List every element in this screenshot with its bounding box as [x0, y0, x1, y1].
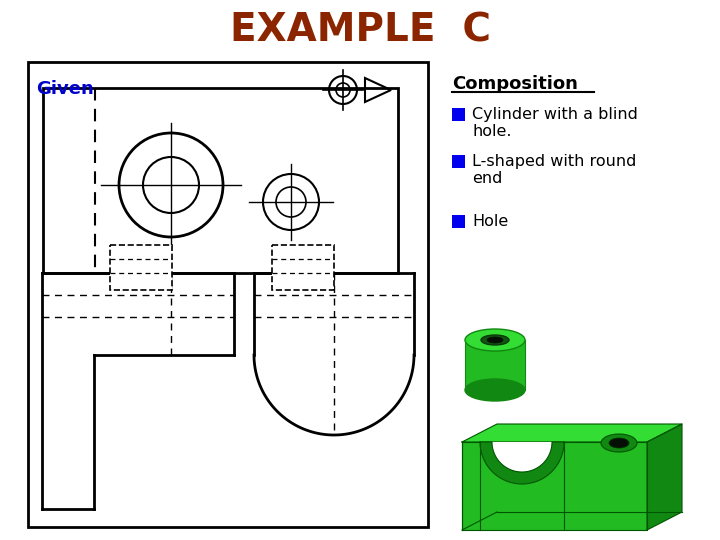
- Ellipse shape: [487, 337, 503, 343]
- Polygon shape: [480, 442, 564, 472]
- Bar: [110, 245, 172, 290]
- Text: L-shaped with round
end: L-shaped with round end: [472, 154, 636, 186]
- Text: Hole: Hole: [472, 214, 508, 229]
- Ellipse shape: [465, 329, 525, 351]
- Bar: [452, 215, 465, 228]
- Bar: [452, 155, 465, 168]
- Bar: [43, 88, 398, 273]
- Text: Given: Given: [36, 80, 94, 98]
- Ellipse shape: [601, 434, 637, 452]
- Ellipse shape: [609, 438, 629, 448]
- Polygon shape: [480, 442, 564, 484]
- Bar: [465, 340, 525, 390]
- Polygon shape: [647, 424, 682, 530]
- Polygon shape: [462, 424, 682, 442]
- Text: EXAMPLE  C: EXAMPLE C: [230, 11, 490, 49]
- Ellipse shape: [481, 335, 509, 345]
- Bar: [272, 245, 334, 290]
- Text: Composition: Composition: [452, 75, 578, 93]
- Text: Cylinder with a blind
hole.: Cylinder with a blind hole.: [472, 107, 638, 139]
- Bar: [28, 62, 428, 527]
- Ellipse shape: [465, 379, 525, 401]
- Bar: [452, 108, 465, 121]
- Polygon shape: [480, 442, 564, 484]
- Polygon shape: [462, 442, 647, 530]
